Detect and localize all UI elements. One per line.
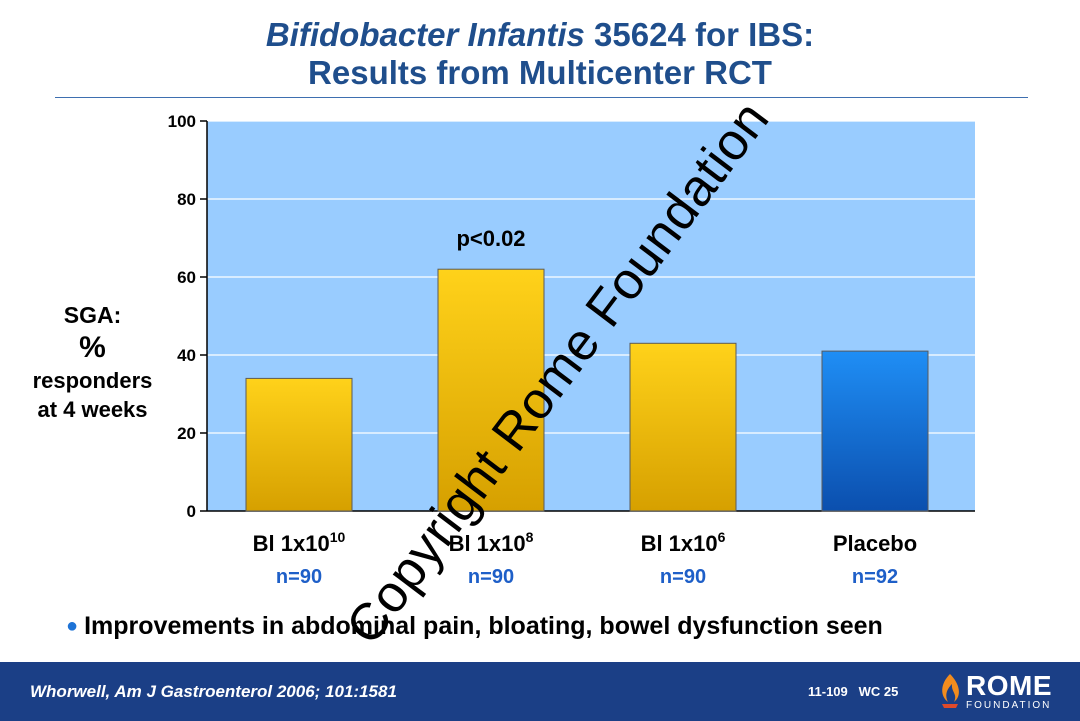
x-tick-label-1: Bl 1x108 [449, 529, 534, 556]
n-label-0: n=90 [276, 566, 322, 588]
footer-bar: Whorwell, Am J Gastroenterol 2006; 101:1… [0, 662, 1080, 721]
flame-icon [942, 674, 959, 708]
rome-foundation-logo: ROME FOUNDATION [936, 670, 1066, 714]
findings-note-text: Improvements in abdominal pain, bloating… [84, 612, 883, 640]
findings-note: ● Improvements in abdominal pain, bloatin… [66, 612, 883, 641]
bar-3 [821, 350, 929, 512]
y-tick-label-40: 40 [177, 346, 196, 365]
n-label-3: n=92 [852, 566, 898, 588]
citation: Whorwell, Am J Gastroenterol 2006; 101:1… [30, 682, 397, 701]
y-axis-label: SGA: % responders at 4 weeks [10, 300, 175, 424]
n-label-2: n=90 [660, 566, 706, 588]
n-label-1: n=90 [468, 566, 514, 588]
title-divider [55, 97, 1028, 98]
slide-code: 11-109 WC 25 [808, 684, 899, 699]
slide-title: Bifidobacter Infantis 35624 for IBS: Res… [0, 16, 1080, 92]
bar-0 [245, 377, 353, 512]
title-italic: Bifidobacter Infantis [265, 16, 585, 53]
y-tick-label-80: 80 [177, 190, 196, 209]
significance-annotation: p<0.02 [456, 226, 525, 251]
y-axis-label-line-2: % [79, 331, 106, 364]
y-axis-label-line-4: at 4 weeks [37, 397, 148, 422]
x-tick-label-2: Bl 1x106 [641, 529, 726, 556]
logo-word: ROME [966, 670, 1052, 701]
title-line-2: Results from Multicenter RCT [308, 54, 772, 91]
bar-chart: 0 20 40 60 80 100 Bl 1x1010 n=90 Bl 1x108 n=90 Bl … [168, 112, 975, 588]
logo-subword: FOUNDATION [966, 700, 1052, 711]
title-line-1: Bifidobacter Infantis 35624 for IBS: [0, 16, 1080, 54]
y-tick-label-100: 100 [168, 112, 196, 131]
y-tick-label-20: 20 [177, 424, 196, 443]
title-rest: 35624 for IBS: [584, 16, 815, 53]
y-axis-label-line-1: SGA: [63, 302, 122, 328]
y-tick-label-0: 0 [187, 502, 196, 521]
bar-1 [437, 268, 545, 512]
bar-2 [629, 342, 737, 512]
bullet-icon: ● [66, 615, 79, 637]
x-tick-label-0: Bl 1x1010 [253, 529, 346, 556]
y-tick-label-60: 60 [177, 268, 196, 287]
y-axis-label-line-3: responders [32, 368, 153, 393]
x-tick-label-3: Placebo [833, 531, 917, 556]
